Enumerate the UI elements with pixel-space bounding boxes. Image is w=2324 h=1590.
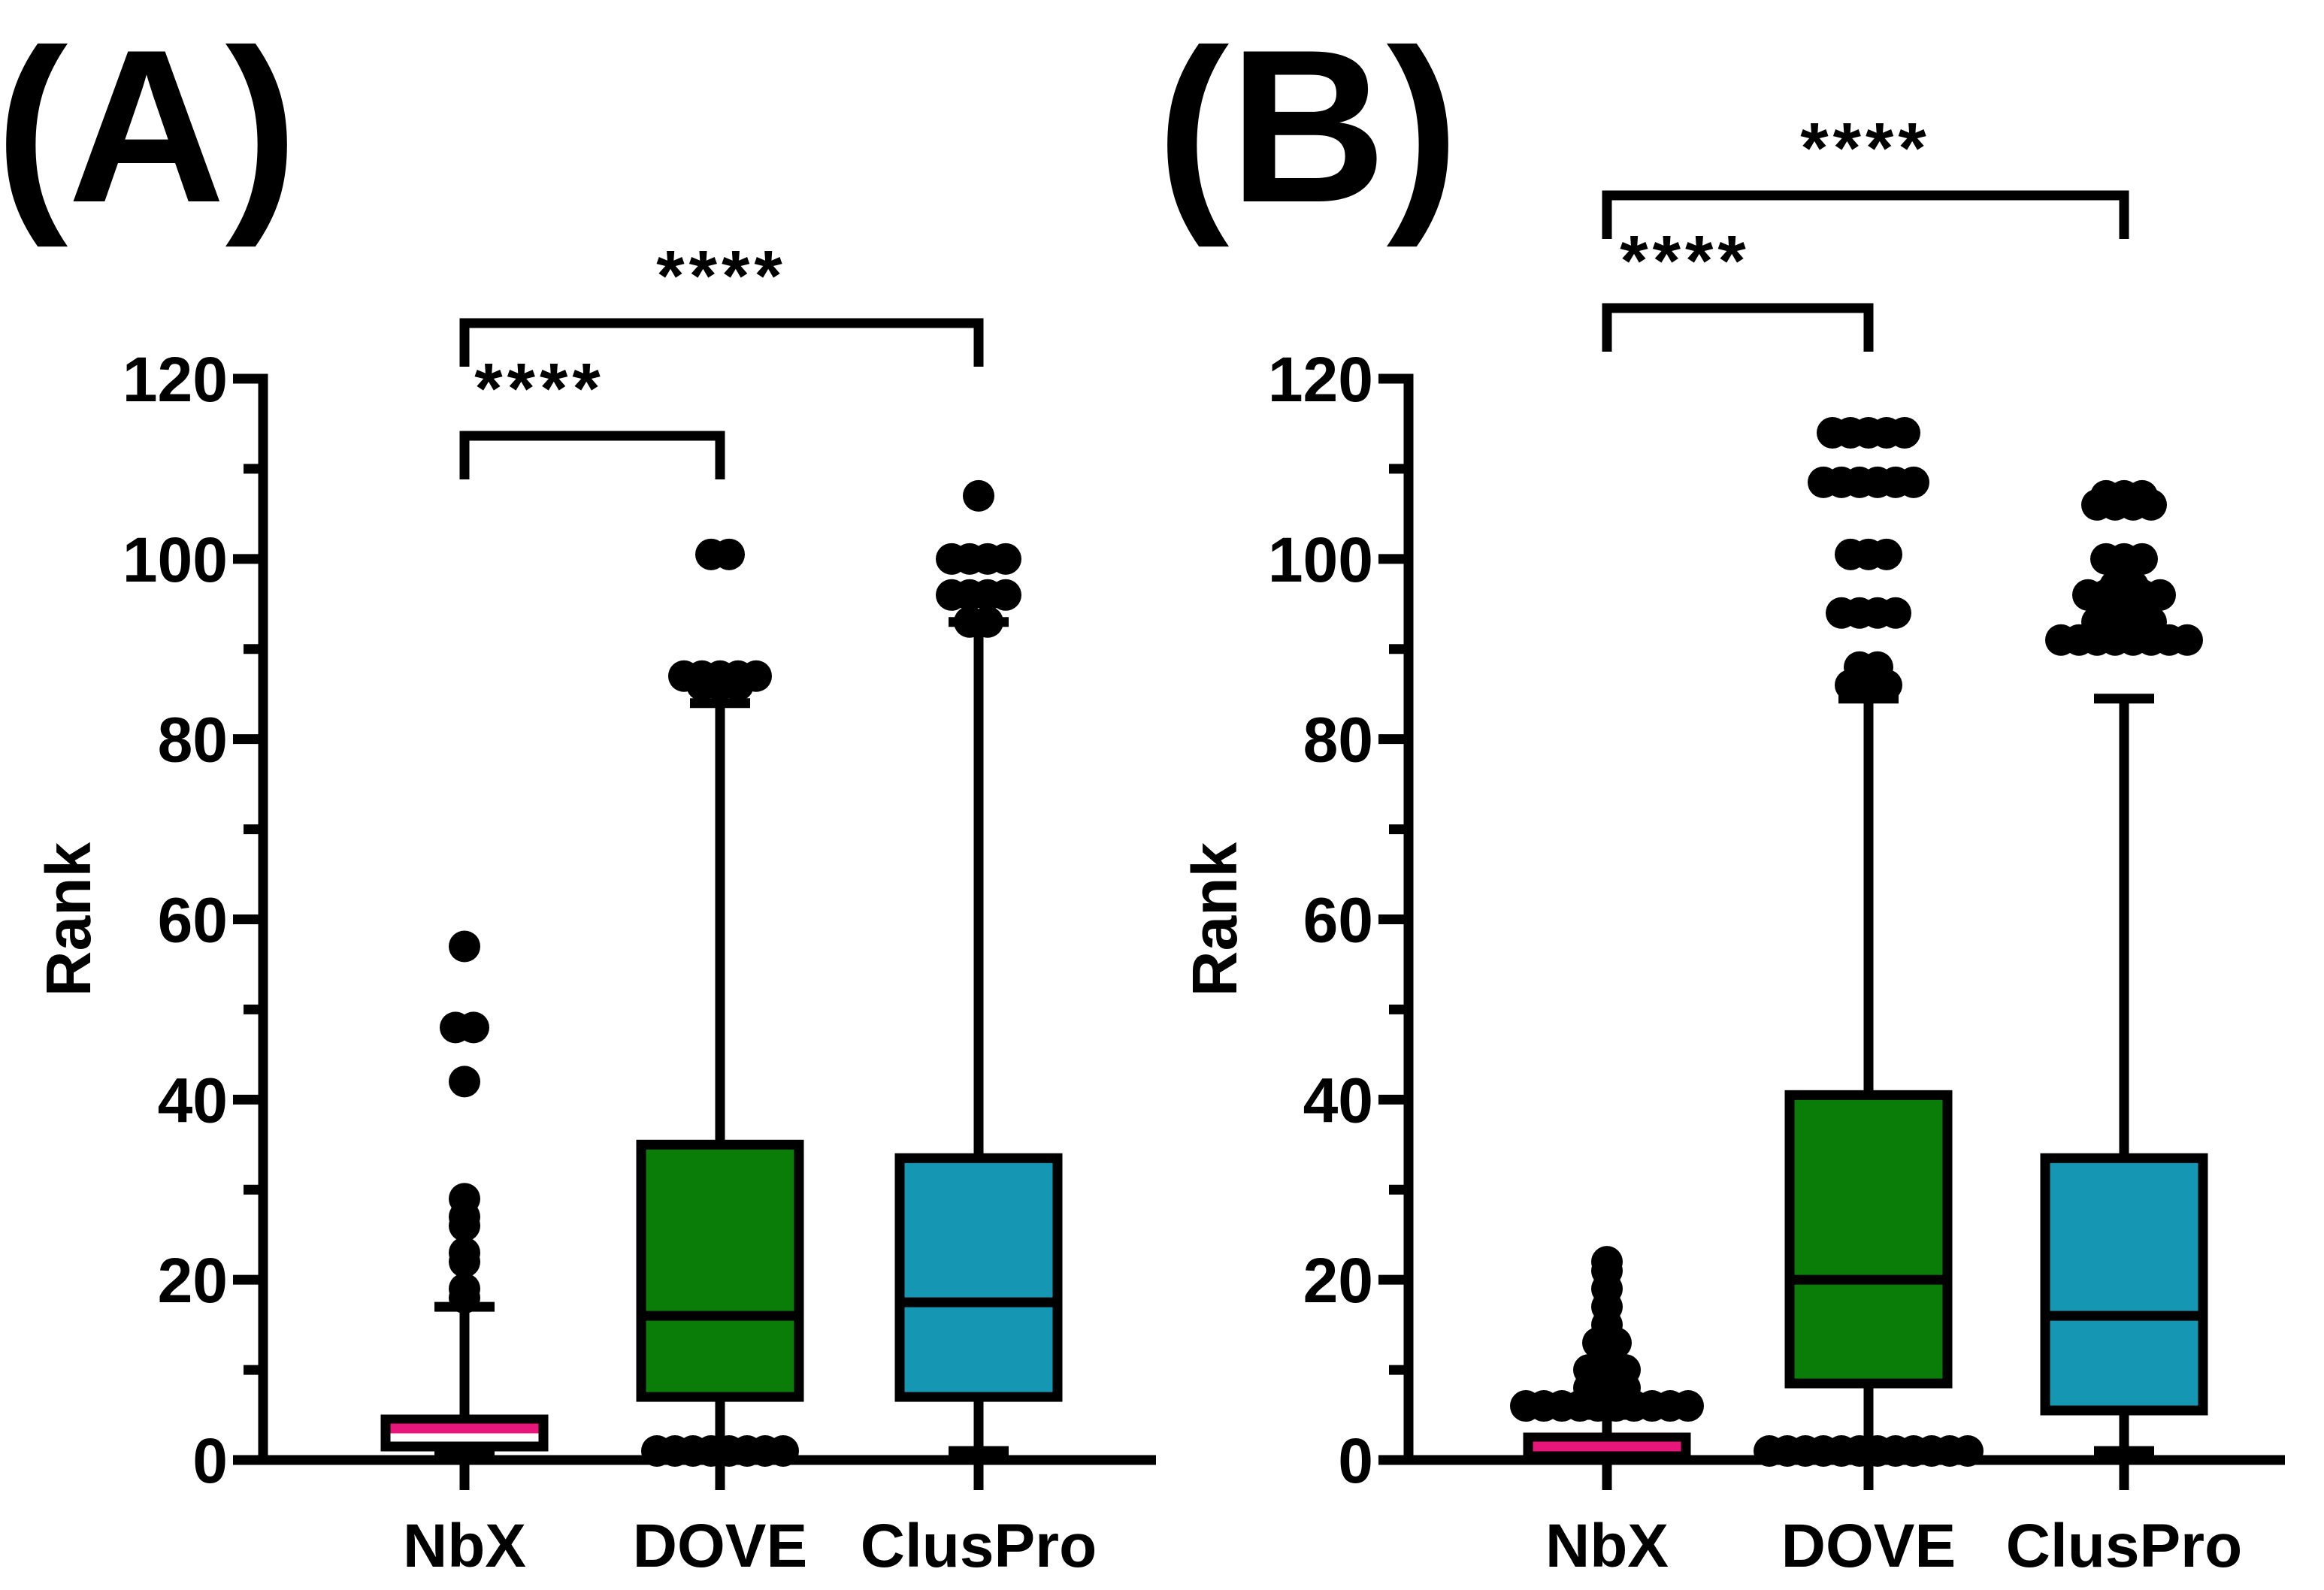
x-category-label: ClusPro bbox=[2006, 1512, 2242, 1580]
outlier-point bbox=[2171, 624, 2203, 656]
significance-bracket: **** bbox=[1602, 221, 1874, 352]
outlier-point bbox=[990, 543, 1021, 575]
outlier-point bbox=[1862, 651, 1893, 683]
y-tick-label: 80 bbox=[1303, 705, 1373, 775]
outlier-point bbox=[2144, 579, 2176, 611]
significance-label: **** bbox=[1620, 221, 1750, 301]
panel-label: (A) bbox=[0, 5, 298, 249]
box-nbx bbox=[380, 930, 549, 1456]
outlier-point bbox=[713, 538, 745, 570]
y-tick-label: 80 bbox=[158, 705, 228, 775]
outlier-point bbox=[2117, 570, 2149, 602]
outlier-point bbox=[458, 1011, 489, 1044]
y-tick-label: 20 bbox=[1303, 1245, 1373, 1316]
significance-label: **** bbox=[474, 349, 604, 429]
significance-bracket: **** bbox=[1602, 108, 2129, 239]
outlier-point bbox=[740, 660, 772, 692]
bracket-line bbox=[459, 318, 984, 367]
outlier-point bbox=[1880, 597, 1911, 629]
outlier-point bbox=[2126, 479, 2158, 512]
outlier-point bbox=[449, 1066, 480, 1098]
y-tick-label: 40 bbox=[158, 1065, 228, 1135]
significance-bracket: **** bbox=[459, 349, 725, 479]
box-body bbox=[1784, 1090, 1953, 1389]
y-axis-label: Rank bbox=[1179, 842, 1250, 997]
outlier-point bbox=[449, 1183, 480, 1215]
significance-label: **** bbox=[656, 236, 786, 316]
outlier-point bbox=[990, 579, 1021, 611]
panel-a: (A) Rank 0 20 40 60 80 100 120 NbX DOVE ClusPro ****… bbox=[0, 5, 1156, 1580]
panel-b: (B) Rank 0 20 40 60 80 100 120 NbX DOVE ClusPro ****… bbox=[1157, 5, 2285, 1580]
y-tick-label: 20 bbox=[158, 1245, 228, 1316]
outlier-point bbox=[449, 1273, 480, 1305]
y-tick-label: 0 bbox=[1338, 1425, 1373, 1496]
box-body bbox=[636, 1139, 804, 1402]
outlier-point bbox=[1898, 466, 1929, 498]
outlier-point bbox=[1889, 416, 1920, 449]
x-category-label: DOVE bbox=[633, 1512, 807, 1580]
outlier-point bbox=[1591, 1246, 1623, 1278]
x-category-label: ClusPro bbox=[861, 1512, 1097, 1580]
significance-bracket: **** bbox=[459, 236, 984, 367]
significance-label: **** bbox=[1800, 108, 1930, 189]
y-tick-label: 100 bbox=[123, 524, 228, 595]
y-tick-label: 60 bbox=[1303, 885, 1373, 956]
outlier-point bbox=[963, 479, 994, 512]
outlier-point bbox=[449, 1237, 480, 1269]
outlier-point bbox=[449, 930, 480, 963]
bracket-line bbox=[459, 431, 725, 479]
box-nbx bbox=[1510, 1246, 1704, 1456]
panel-label: (B) bbox=[1157, 5, 1460, 249]
box-body bbox=[894, 1153, 1063, 1402]
outlier-point bbox=[1672, 1390, 1704, 1422]
outlier-point bbox=[1952, 1435, 1984, 1468]
y-tick-label: 100 bbox=[1268, 524, 1373, 595]
bracket-line bbox=[1602, 190, 2129, 239]
outlier-point bbox=[767, 1435, 799, 1468]
x-category-label: NbX bbox=[403, 1512, 526, 1580]
y-tick-label: 0 bbox=[192, 1425, 228, 1496]
box-dove bbox=[636, 538, 804, 1468]
y-tick-label: 60 bbox=[158, 885, 228, 956]
y-tick-label: 40 bbox=[1303, 1065, 1373, 1135]
y-axis-label: Rank bbox=[33, 842, 104, 997]
y-tick-label: 120 bbox=[1268, 344, 1373, 415]
x-category-label: DOVE bbox=[1781, 1512, 1956, 1580]
outlier-point bbox=[2126, 543, 2158, 575]
outlier-point bbox=[2135, 606, 2167, 638]
box-body bbox=[2040, 1153, 2208, 1416]
outlier-point bbox=[1871, 538, 1902, 570]
box-cluspro bbox=[2040, 479, 2208, 1456]
outlier-point bbox=[972, 606, 1003, 638]
y-tick-label: 120 bbox=[123, 344, 228, 415]
box-cluspro bbox=[894, 479, 1063, 1456]
bracket-line bbox=[1602, 303, 1874, 352]
x-category-label: NbX bbox=[1545, 1512, 1669, 1580]
box-dove bbox=[1754, 416, 1984, 1468]
